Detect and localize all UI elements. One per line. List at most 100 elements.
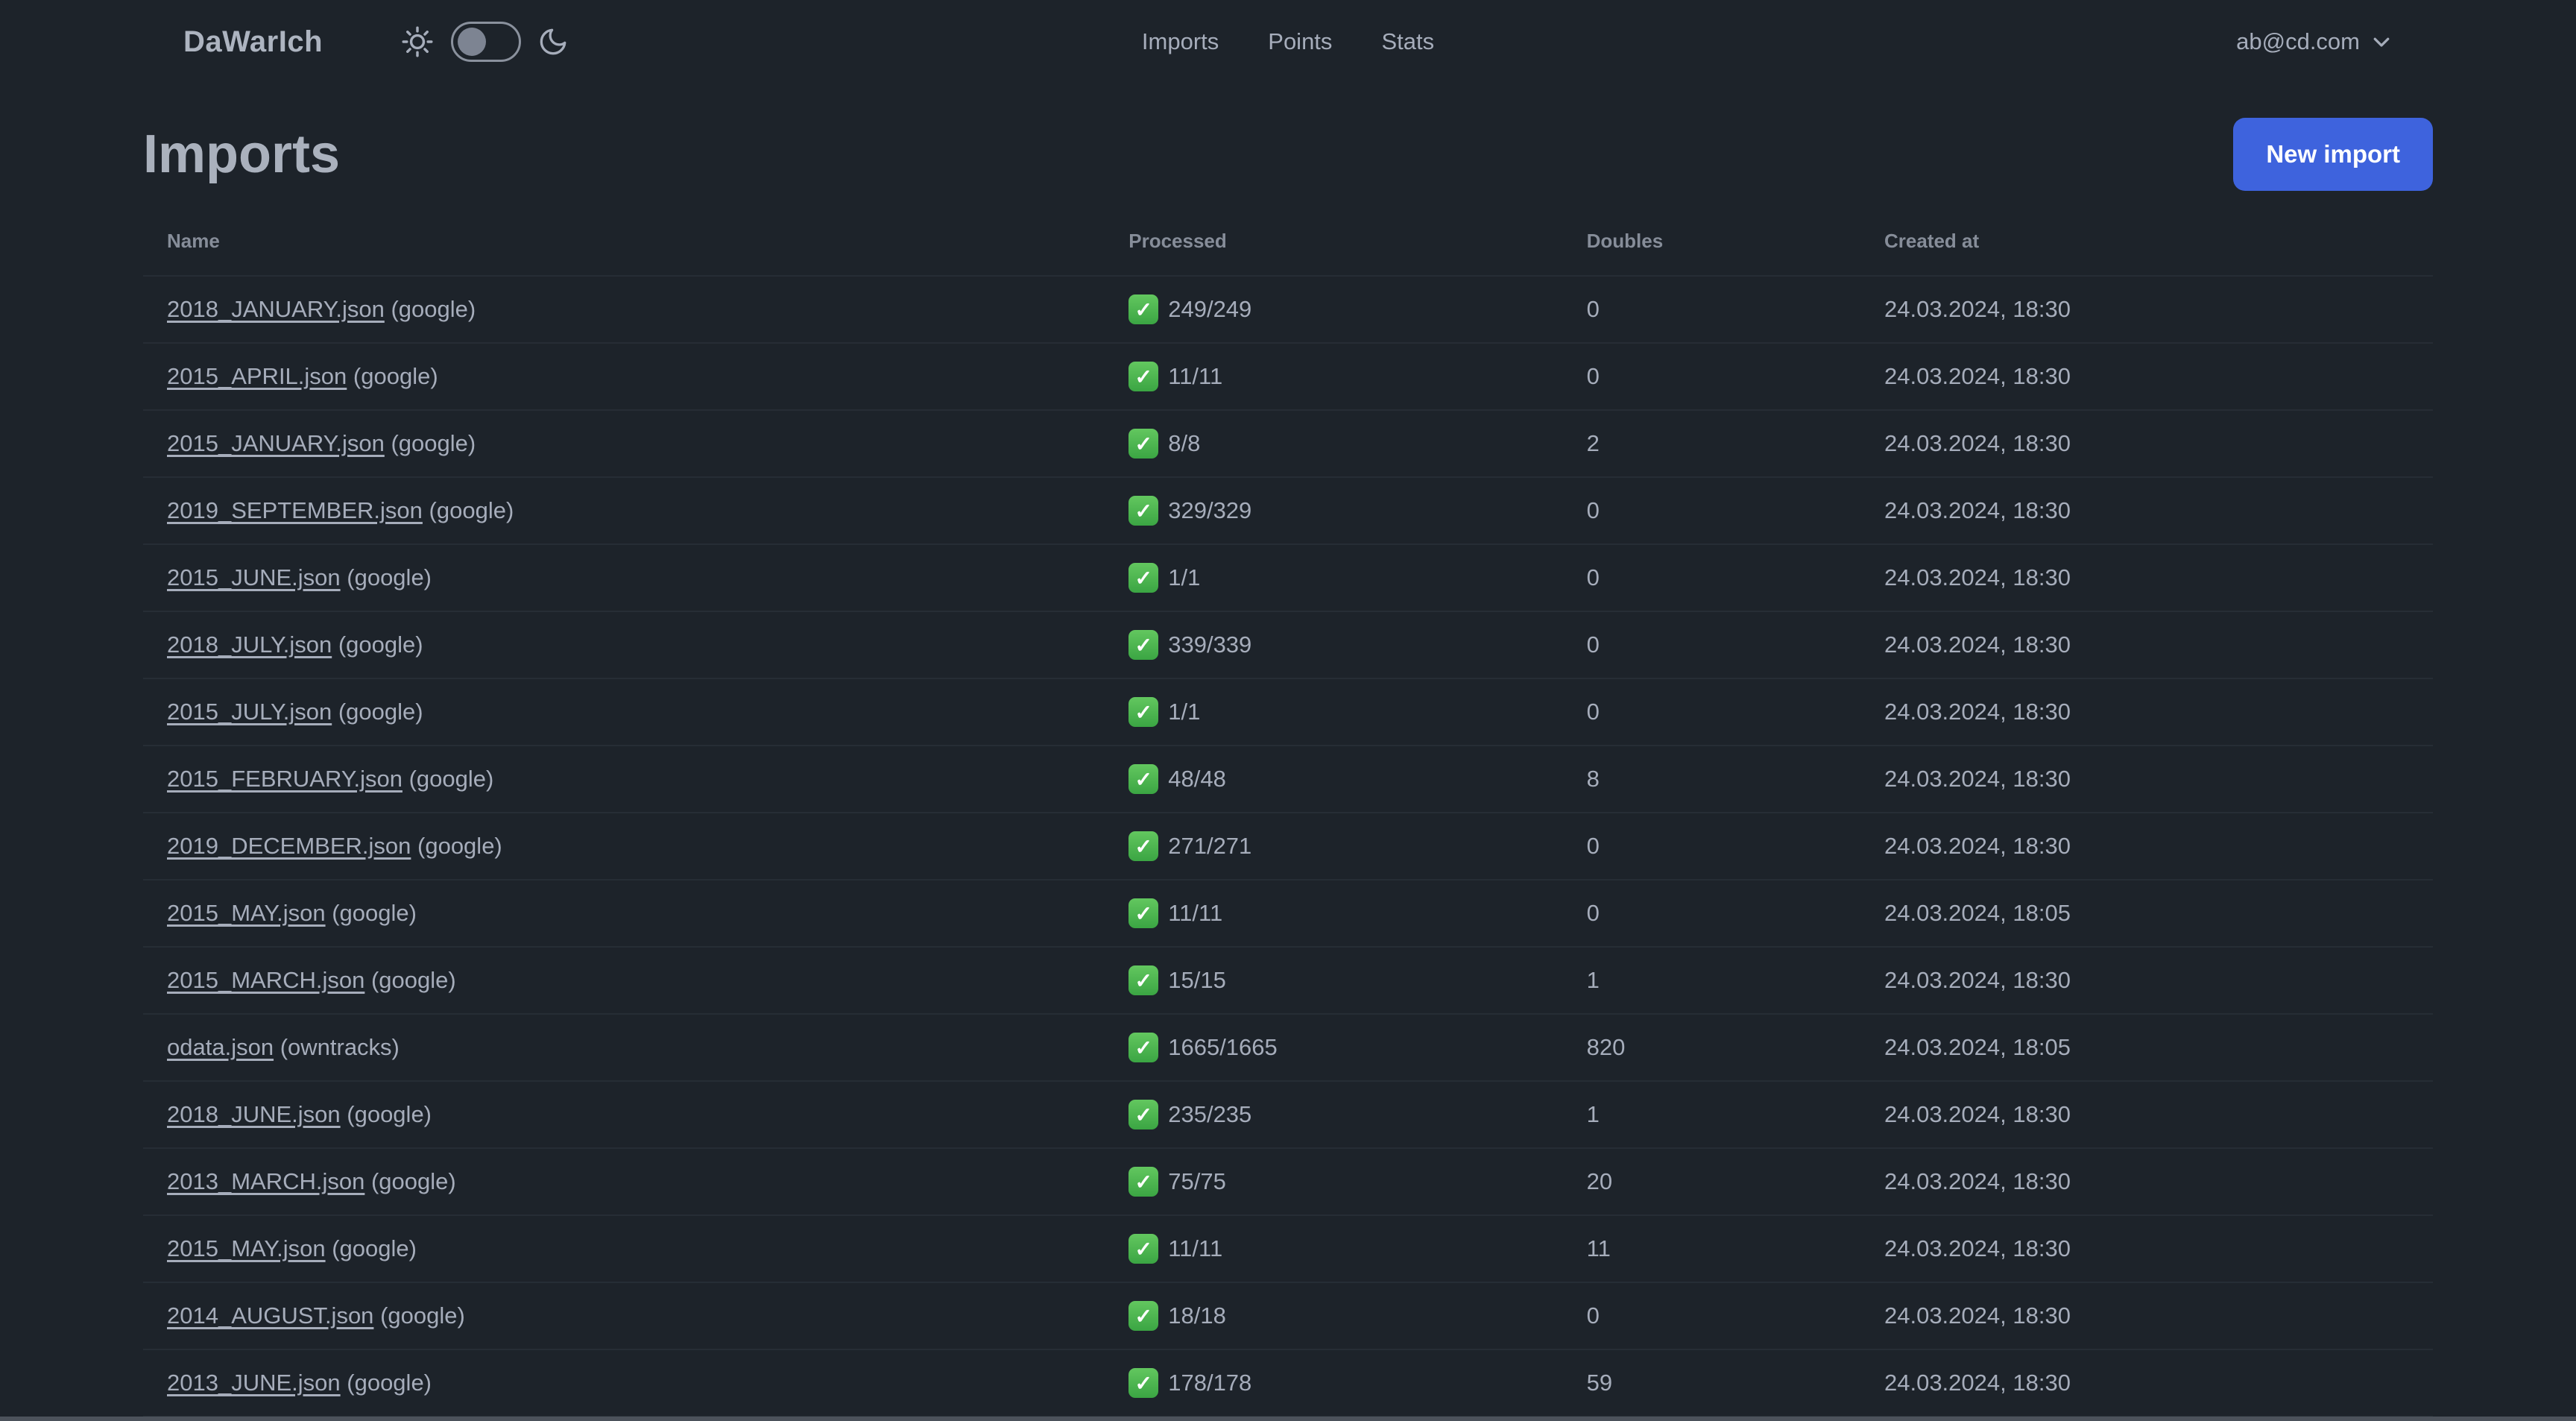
check-icon: ✓ <box>1128 496 1159 526</box>
doubles-count: 20 <box>1586 1168 1613 1194</box>
import-source-label: (google) <box>370 1168 456 1194</box>
new-import-button[interactable]: New import <box>2233 118 2433 191</box>
import-file-link[interactable]: 2018_JANUARY.json <box>167 296 385 322</box>
processed-count: 11/11 <box>1168 1235 1223 1261</box>
import-file-link[interactable]: 2015_MARCH.json <box>167 967 365 993</box>
created-at: 24.03.2024, 18:30 <box>1884 564 2071 590</box>
nav-link-imports[interactable]: Imports <box>1141 28 1219 54</box>
processed-count: 15/15 <box>1168 967 1226 993</box>
table-row: 2015_JULY.json (google) ✓ 1/1 0 24.03.2024, … <box>143 678 2433 746</box>
import-file-link[interactable]: 2019_DECEMBER.json <box>167 833 411 859</box>
table-row: 2015_FEBRUARY.json (google) ✓ 48/48 8 24.03.… <box>143 746 2433 813</box>
table-row: 2015_APRIL.json (google) ✓ 11/11 0 24.03.202… <box>143 343 2433 410</box>
import-file-link[interactable]: 2015_JULY.json <box>167 699 332 725</box>
import-source-label: (google) <box>347 1370 432 1396</box>
doubles-count: 8 <box>1586 766 1600 792</box>
imports-page: Imports New import Name Processed Double… <box>0 118 2576 1421</box>
processed-count: 1/1 <box>1168 564 1201 590</box>
import-file-link[interactable]: 2018_JUNE.json <box>167 1101 341 1127</box>
table-row: 2015_MARCH.json (google) ✓ 15/15 1 24.03.202… <box>143 947 2433 1014</box>
created-at: 24.03.2024, 18:30 <box>1884 1101 2071 1127</box>
check-icon: ✓ <box>1128 1368 1159 1398</box>
app-logo[interactable]: DaWarIch <box>183 25 323 58</box>
table-row: 2018_JULY.json (google) ✓ 339/339 0 24.03.20… <box>143 611 2433 678</box>
sun-icon <box>400 25 435 59</box>
check-icon: ✓ <box>1128 630 1159 660</box>
created-at: 24.03.2024, 18:05 <box>1884 1034 2071 1060</box>
table-row: 2013_MARCH.json (google) ✓ 75/75 20 24.03.20… <box>143 1148 2433 1215</box>
column-header-name: Name <box>143 212 1105 277</box>
import-file-link[interactable]: 2015_JUNE.json <box>167 564 341 590</box>
import-source-label: (owntracks) <box>280 1034 400 1060</box>
processed-count: 249/249 <box>1168 296 1252 322</box>
table-row: 2013_JUNE.json (google) ✓ 178/178 59 24.03.2… <box>143 1349 2433 1417</box>
import-file-link[interactable]: 2015_FEBRUARY.json <box>167 766 402 792</box>
check-icon: ✓ <box>1128 1033 1159 1062</box>
import-file-link[interactable]: 2013_MARCH.json <box>167 1168 365 1194</box>
doubles-count: 0 <box>1586 363 1600 389</box>
check-icon: ✓ <box>1128 697 1159 727</box>
doubles-count: 0 <box>1586 1302 1600 1329</box>
check-icon: ✓ <box>1128 764 1159 794</box>
import-file-link[interactable]: 2015_MAY.json <box>167 1235 326 1261</box>
table-row: 2019_DECEMBER.json (google) ✓ 271/271 0 24.0… <box>143 813 2433 880</box>
table-row: odata.json (owntracks) ✓ 1665/1665 820 24.03… <box>143 1014 2433 1081</box>
column-header-doubles: Doubles <box>1562 212 1860 277</box>
created-at: 24.03.2024, 18:05 <box>1884 900 2071 926</box>
import-source-label: (google) <box>391 296 476 322</box>
doubles-count: 11 <box>1586 1235 1611 1261</box>
doubles-count: 0 <box>1586 900 1600 926</box>
chevron-down-icon <box>2370 31 2393 53</box>
processed-count: 11/11 <box>1168 900 1223 926</box>
check-icon: ✓ <box>1128 1234 1159 1264</box>
doubles-count: 0 <box>1586 631 1600 658</box>
page-title: Imports <box>143 125 341 184</box>
import-source-label: (google) <box>353 363 438 389</box>
import-file-link[interactable]: 2015_JANUARY.json <box>167 430 385 456</box>
processed-count: 18/18 <box>1168 1302 1226 1329</box>
created-at: 24.03.2024, 18:30 <box>1884 1235 2071 1261</box>
check-icon: ✓ <box>1128 898 1159 928</box>
doubles-count: 1 <box>1586 1101 1600 1127</box>
table-row: 2015_MAY.json (google) ✓ 11/11 11 24.03.2024… <box>143 1215 2433 1282</box>
theme-toggle[interactable] <box>451 22 522 62</box>
processed-count: 75/75 <box>1168 1168 1226 1194</box>
import-source-label: (google) <box>408 766 494 792</box>
created-at: 24.03.2024, 18:30 <box>1884 967 2071 993</box>
import-file-link[interactable]: 2019_SEPTEMBER.json <box>167 497 423 523</box>
doubles-count: 0 <box>1586 564 1600 590</box>
check-icon: ✓ <box>1128 1167 1159 1197</box>
check-icon: ✓ <box>1128 563 1159 593</box>
import-file-link[interactable]: odata.json <box>167 1034 274 1060</box>
table-row: 2015_JANUARY.json (google) ✓ 8/8 2 24.03.202… <box>143 410 2433 477</box>
import-source-label: (google) <box>332 900 417 926</box>
imports-table: Name Processed Doubles Created at 2018_J… <box>143 212 2433 1421</box>
table-row: 2015_MAY.json (google) ✓ 11/11 0 24.03.2024,… <box>143 880 2433 947</box>
processed-count: 235/235 <box>1168 1101 1252 1127</box>
processed-count: 48/48 <box>1168 766 1226 792</box>
nav-link-stats[interactable]: Stats <box>1381 28 1435 54</box>
import-file-link[interactable]: 2014_AUGUST.json <box>167 1302 374 1329</box>
table-row: 2018_JANUARY.json (google) ✓ 249/249 0 24.03… <box>143 276 2433 343</box>
check-icon: ✓ <box>1128 429 1159 459</box>
import-file-link[interactable]: 2013_JUNE.json <box>167 1370 341 1396</box>
import-file-link[interactable]: 2018_JULY.json <box>167 631 332 658</box>
import-file-link[interactable]: 2015_MAY.json <box>167 900 326 926</box>
import-file-link[interactable]: 2015_APRIL.json <box>167 363 347 389</box>
nav-link-points[interactable]: Points <box>1268 28 1333 54</box>
processed-count: 1665/1665 <box>1168 1034 1278 1060</box>
processed-count: 339/339 <box>1168 631 1252 658</box>
created-at: 24.03.2024, 18:30 <box>1884 833 2071 859</box>
created-at: 24.03.2024, 18:30 <box>1884 1168 2071 1194</box>
created-at: 24.03.2024, 18:30 <box>1884 766 2071 792</box>
column-header-created-at: Created at <box>1860 212 2433 277</box>
import-source-label: (google) <box>429 497 514 523</box>
processed-count: 8/8 <box>1168 430 1201 456</box>
doubles-count: 0 <box>1586 833 1600 859</box>
created-at: 24.03.2024, 18:30 <box>1884 430 2071 456</box>
import-source-label: (google) <box>338 699 423 725</box>
check-icon: ✓ <box>1128 1100 1159 1129</box>
account-menu[interactable]: ab@cd.com <box>2236 28 2393 55</box>
created-at: 24.03.2024, 18:30 <box>1884 1370 2071 1396</box>
doubles-count: 0 <box>1586 699 1600 725</box>
